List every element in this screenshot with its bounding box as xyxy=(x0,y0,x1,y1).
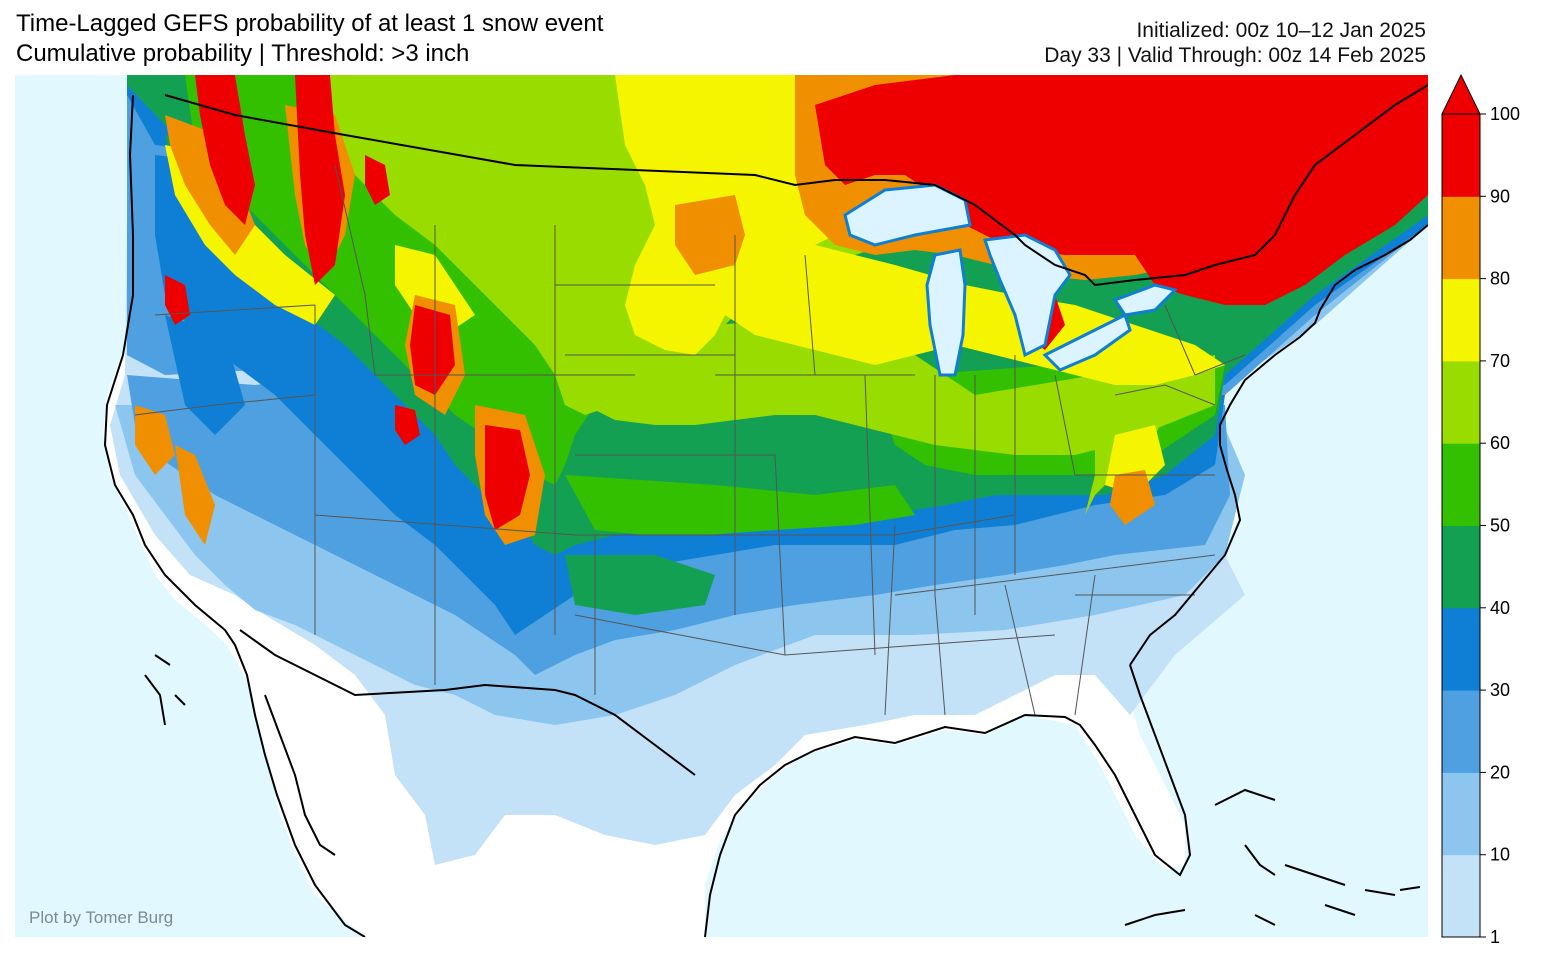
colorbar-swatch xyxy=(1442,854,1480,938)
colorbar-tick-label: 100 xyxy=(1490,104,1520,124)
colorbar-tick-label: 20 xyxy=(1490,762,1510,782)
us-canada-border xyxy=(164,84,1428,287)
map-subtitle: Cumulative probability | Threshold: >3 i… xyxy=(16,40,470,67)
us-mexico-border xyxy=(239,629,696,776)
state-boundaries xyxy=(134,164,1246,716)
colorbar-tick-label: 1 xyxy=(1490,927,1500,947)
colorbar-swatch xyxy=(1442,690,1480,773)
colorbar-swatch xyxy=(1442,196,1480,280)
lake-michigan xyxy=(925,248,967,377)
colorbar-swatch xyxy=(1442,772,1480,856)
colorbar-swatch xyxy=(1442,114,1480,197)
colorbar-tick-label: 10 xyxy=(1490,845,1510,865)
baja-coast xyxy=(264,694,336,856)
colorbar-swatches xyxy=(1442,114,1480,938)
colorbar: 1 10 20 30 40 50 60 70 80 90 100 xyxy=(1441,73,1520,947)
lake-huron xyxy=(982,233,1072,358)
lake-ontario xyxy=(1112,283,1178,317)
probability-map: Plot by Tomer Burg xyxy=(15,75,1428,937)
map-title: Time-Lagged GEFS probability of at least… xyxy=(16,10,604,37)
colorbar-tick-label: 60 xyxy=(1490,433,1510,453)
colorbar-swatch xyxy=(1442,278,1480,362)
colorbar-swatch xyxy=(1442,443,1480,526)
colorbar-swatch xyxy=(1442,525,1480,609)
country-borders xyxy=(103,84,1428,937)
credit-label: Plot by Tomer Burg xyxy=(29,908,173,927)
valid-through-label: Day 33 | Valid Through: 00z 14 Feb 2025 xyxy=(1044,44,1426,67)
colorbar-swatch xyxy=(1442,607,1480,691)
colorbar-tick-label: 90 xyxy=(1490,186,1510,206)
initialized-label: Initialized: 00z 10–12 Jan 2025 xyxy=(1136,19,1426,42)
lake-erie xyxy=(1042,312,1132,372)
colorbar-swatch xyxy=(1442,360,1480,444)
east-coast xyxy=(1129,224,1428,666)
lake-superior xyxy=(843,183,972,247)
colorbar-tick-label: 40 xyxy=(1490,598,1510,618)
colorbar-ticks: 1 10 20 30 40 50 60 70 80 90 100 xyxy=(1480,104,1520,947)
caribbean-islands xyxy=(144,654,1421,926)
colorbar-tick-label: 50 xyxy=(1490,516,1510,536)
colorbar-tick-label: 30 xyxy=(1490,680,1510,700)
colorbar-extend-arrow xyxy=(1441,73,1481,115)
colorbar-tick-label: 80 xyxy=(1490,269,1510,289)
west-coast xyxy=(103,94,366,937)
great-lakes xyxy=(843,183,1178,377)
gulf-coast xyxy=(704,664,1192,937)
colorbar-tick-label: 70 xyxy=(1490,351,1510,371)
